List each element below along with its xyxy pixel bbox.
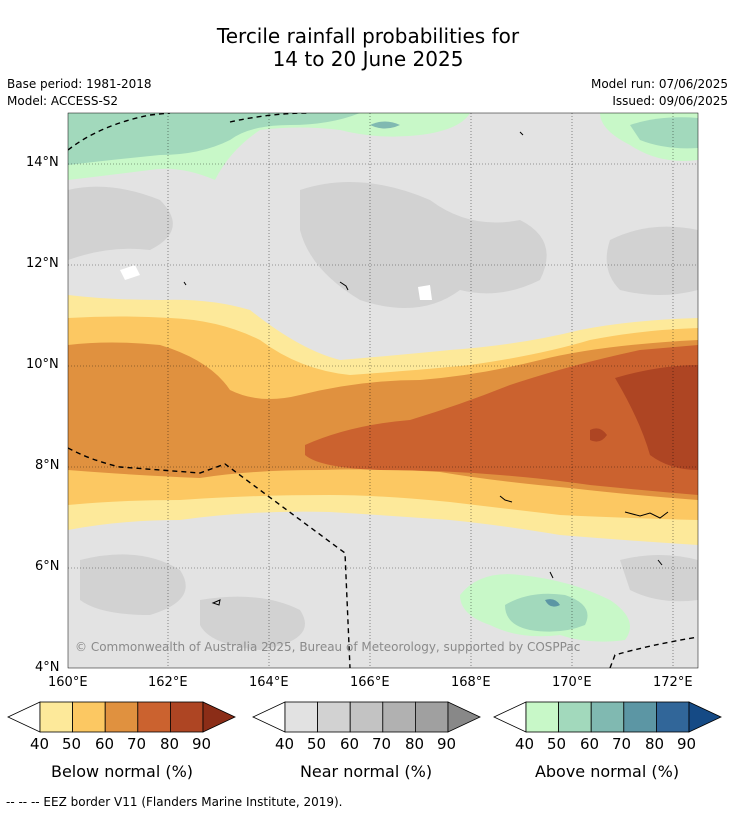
- colorbar-extend-low: [493, 701, 527, 733]
- colorbar-2: [493, 701, 722, 733]
- above-normal-label: Above normal (%): [534, 762, 680, 781]
- tick: 70: [612, 735, 632, 753]
- tick: 80: [645, 735, 665, 753]
- chart-title-line1: Tercile rainfall probabilities for: [216, 24, 520, 48]
- tick: 50: [307, 735, 327, 753]
- tick: 60: [95, 735, 115, 753]
- lat-tick-label: 12°N: [26, 256, 59, 271]
- copyright-notice: © Commonwealth of Australia 2025, Bureau…: [75, 640, 581, 654]
- colorbar-segment: [39, 701, 73, 733]
- lon-tick-label: 160°E: [48, 675, 88, 690]
- model-name: Model: ACCESS-S2: [7, 94, 119, 108]
- map-frame: [67, 112, 699, 669]
- colorbar-segment: [284, 701, 318, 733]
- colorbar-extend-high: [447, 701, 481, 733]
- lat-tick-label: 14°N: [26, 155, 59, 170]
- colorbar-segment: [104, 701, 139, 733]
- tick: 40: [275, 735, 295, 753]
- tick: 80: [405, 735, 425, 753]
- tick: 70: [127, 735, 147, 753]
- tick: 60: [340, 735, 360, 753]
- land-patch: [120, 265, 140, 280]
- tick: 90: [192, 735, 212, 753]
- tick: 50: [62, 735, 82, 753]
- lon-tick-label: 162°E: [148, 675, 188, 690]
- above-normal-region: [370, 121, 400, 129]
- tick: 90: [677, 735, 697, 753]
- colorbar-segment: [414, 701, 449, 733]
- land-patch: [418, 285, 432, 300]
- tick: 90: [437, 735, 457, 753]
- tick: 40: [30, 735, 50, 753]
- tick: 40: [515, 735, 535, 753]
- colorbar-0: [7, 701, 236, 733]
- lon-tick-label: 170°E: [552, 675, 592, 690]
- colorbar-segment: [656, 701, 690, 733]
- lon-tick-label: 168°E: [451, 675, 491, 690]
- below-normal-region: [590, 428, 607, 442]
- near-normal-patch: [620, 555, 698, 602]
- lat-tick-label: 6°N: [35, 559, 60, 574]
- chart-title-line2: 14 to 20 June 2025: [272, 47, 464, 71]
- colorbar-1: [252, 701, 481, 733]
- colorbar-segment: [317, 701, 351, 733]
- tick: 50: [547, 735, 567, 753]
- near-normal-patch: [200, 596, 305, 650]
- lon-tick-label: 166°E: [350, 675, 390, 690]
- lon-tick-label: 172°E: [653, 675, 693, 690]
- above-normal-region: [68, 113, 360, 165]
- issued-date: Issued: 09/06/2025: [612, 94, 728, 108]
- colorbar-segment: [382, 701, 416, 733]
- lat-tick-label: 10°N: [26, 357, 59, 372]
- model-run: Model run: 07/06/2025: [590, 77, 728, 91]
- lon-tick-label: 164°E: [249, 675, 289, 690]
- colorbar-segment: [525, 701, 559, 733]
- colorbar-segment: [558, 701, 592, 733]
- near-normal-patch: [68, 186, 173, 260]
- colorbar-extend-high: [688, 701, 722, 733]
- colorbar-segment: [349, 701, 384, 733]
- tick: 80: [160, 735, 180, 753]
- lat-tick-label: 8°N: [35, 458, 60, 473]
- colorbar-segment: [72, 701, 106, 733]
- near-normal-patch: [80, 554, 186, 615]
- colorbar-extend-low: [7, 701, 41, 733]
- eez-footnote: -- -- -- EEZ border V11 (Flanders Marine…: [6, 795, 343, 809]
- colorbar-segment: [137, 701, 171, 733]
- below-normal-label: Below normal (%): [50, 762, 194, 781]
- graticule: [68, 113, 698, 668]
- above-normal-region: [505, 593, 588, 632]
- tick: 70: [372, 735, 392, 753]
- colorbar-extend-low: [252, 701, 286, 733]
- below-normal-region: [305, 345, 698, 495]
- near-normal-patch: [300, 182, 547, 308]
- colorbar-segment: [590, 701, 625, 733]
- below-normal-region: [615, 365, 698, 470]
- map-plot-area: [68, 113, 698, 668]
- near-normal-patch: [606, 226, 698, 295]
- island-outlines: [183, 131, 669, 606]
- colorbar-extend-high: [202, 701, 236, 733]
- colorbar-segment: [623, 701, 657, 733]
- lat-tick-label: 4°N: [35, 660, 60, 675]
- above-normal-region: [545, 599, 560, 607]
- base-period: Base period: 1981-2018: [7, 77, 152, 91]
- colorbar-segment: [169, 701, 204, 733]
- near-normal-label: Near normal (%): [299, 762, 433, 781]
- colorbars: [7, 701, 722, 733]
- tick: 60: [580, 735, 600, 753]
- above-normal-region: [630, 117, 698, 149]
